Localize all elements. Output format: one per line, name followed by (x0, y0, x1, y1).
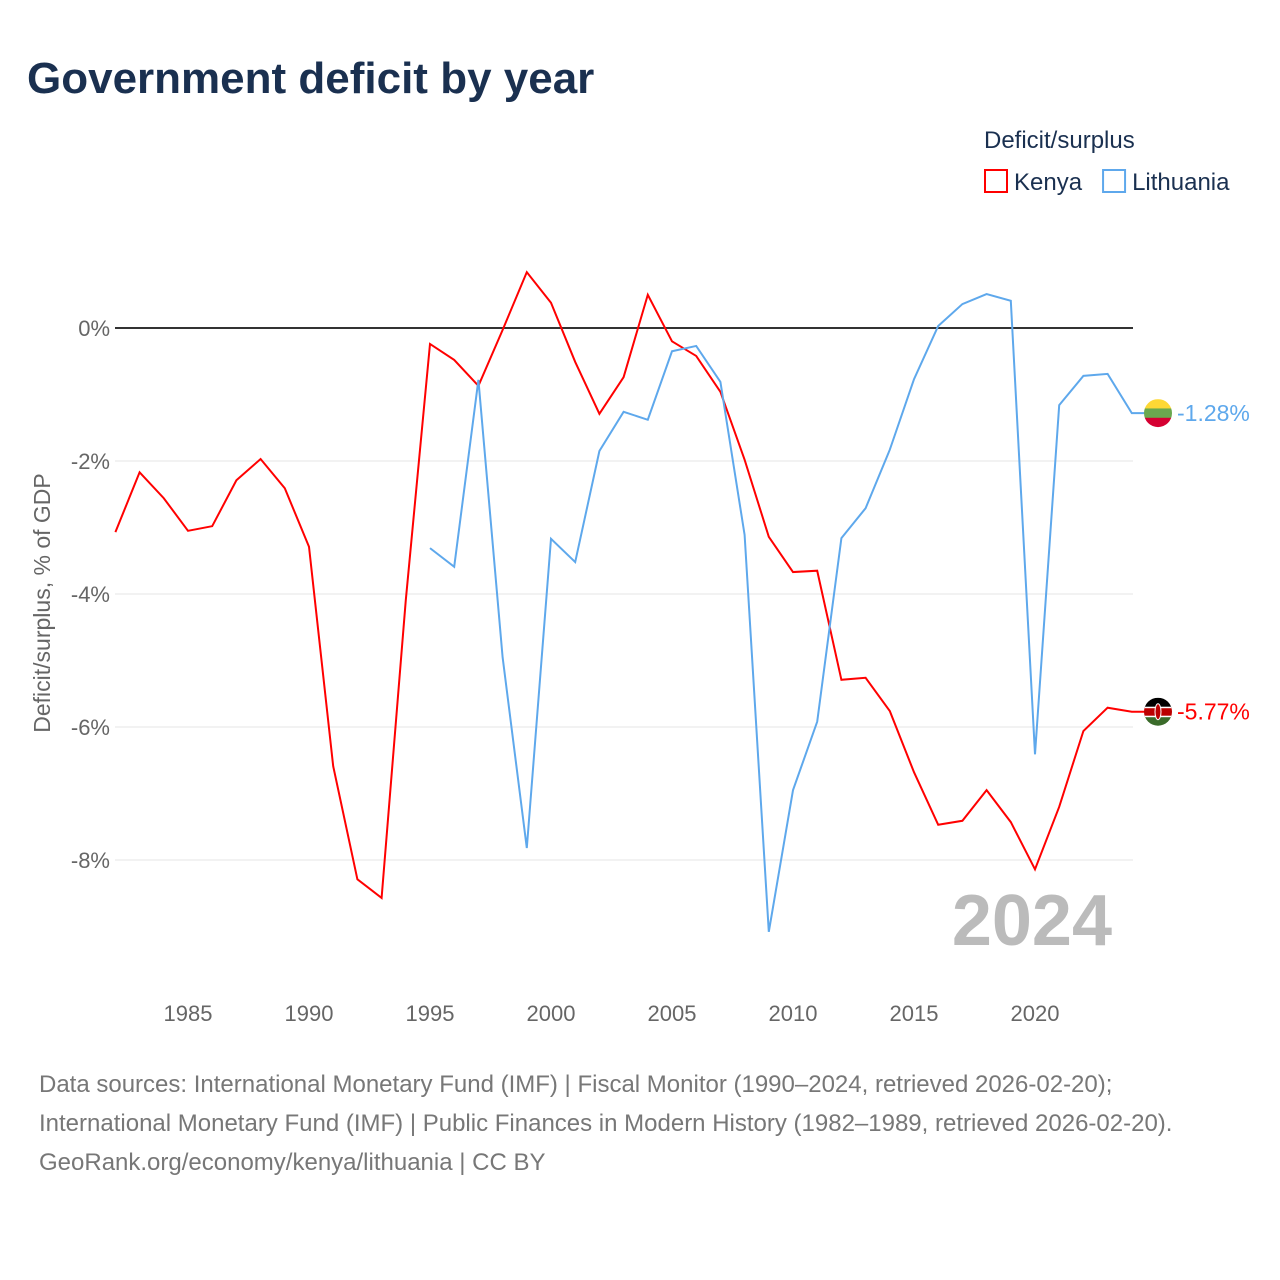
y-tick-label: -2% (71, 449, 110, 474)
x-tick-label: 1995 (406, 1001, 455, 1026)
chart-title: Government deficit by year (27, 54, 594, 103)
legend-swatch-lithuania (1102, 169, 1127, 193)
x-tick-label: 2005 (648, 1001, 697, 1026)
end-value-label-kenya: -5.77% (1177, 699, 1250, 725)
x-tick-label: 1985 (164, 1001, 213, 1026)
flag-stripe (1144, 408, 1172, 419)
series: -5.77% -1.28% (114, 270, 1250, 932)
y-tick-label: 0% (78, 316, 110, 341)
legend-swatch-kenya (984, 169, 1008, 193)
credit-link[interactable]: GeoRank.org/economy/kenya/lithuania | CC… (39, 1149, 546, 1176)
y-axis-label: Deficit/surplus, % of GDP (29, 473, 55, 732)
series-line-kenya (114, 270, 1146, 900)
chart: Government deficit by year Deficit/surpl… (27, 54, 1250, 1026)
footer: Data sources: International Monetary Fun… (39, 1065, 1239, 1182)
x-tick-label: 2020 (1011, 1001, 1060, 1026)
series-line-lithuania (429, 293, 1146, 932)
x-tick-label: 2000 (527, 1001, 576, 1026)
x-tick-label: 2010 (769, 1001, 818, 1026)
flag-shield (1154, 703, 1162, 721)
grid (115, 327, 1133, 861)
end-value-label-lithuania: -1.28% (1177, 400, 1250, 426)
legend-item-lithuania: Lithuania (1132, 169, 1230, 196)
y-tick-label: -4% (71, 582, 110, 607)
data-sources: Data sources: International Monetary Fun… (39, 1071, 1173, 1137)
y-tick-label: -6% (71, 715, 110, 740)
legend: Kenya Lithuania (984, 169, 1230, 196)
flag-stripe (1144, 697, 1172, 708)
flag-stripe (1144, 399, 1172, 409)
flag-lithuania-icon (1144, 399, 1172, 428)
year-label: 2024 (952, 881, 1112, 961)
flag-stripe (1144, 716, 1172, 726)
legend-title: Deficit/surplus (984, 127, 1135, 154)
y-tick-label: -8% (71, 848, 110, 873)
x-tick-label: 1990 (285, 1001, 334, 1026)
flag-kenya-icon (1144, 697, 1172, 726)
legend-item-kenya: Kenya (1014, 169, 1083, 196)
flag-stripe (1144, 417, 1172, 428)
x-tick-label: 2015 (890, 1001, 939, 1026)
y-axis: 0% -2% -4% -6% -8% (71, 316, 110, 873)
x-axis: 1985 1990 1995 2000 2005 2010 2015 2020 (164, 1001, 1060, 1026)
